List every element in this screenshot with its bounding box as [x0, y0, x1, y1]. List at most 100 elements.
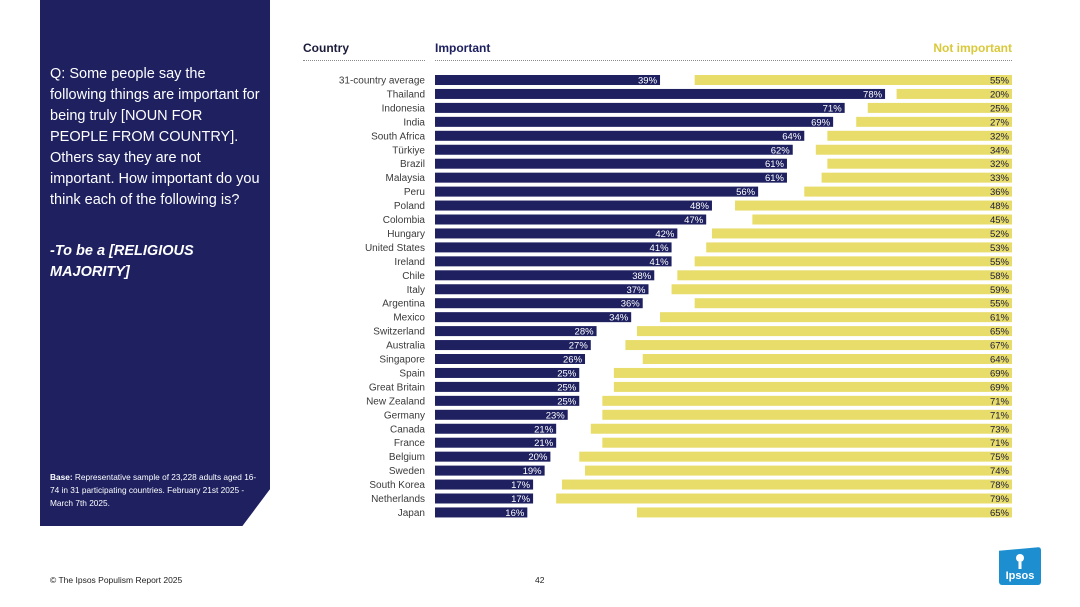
value-label-important: 61% [765, 173, 785, 184]
bar-not-important [613, 381, 1012, 392]
question-text: Q: Some people say the following things … [50, 66, 260, 208]
bar-important [435, 130, 805, 141]
value-label-not-important: 59% [990, 285, 1010, 296]
bar-not-important [590, 423, 1012, 434]
country-label: Singapore [379, 355, 425, 366]
country-label: Italy [407, 285, 425, 296]
value-label-not-important: 65% [990, 508, 1010, 519]
value-label-important: 62% [771, 145, 791, 156]
bar-not-important [694, 75, 1012, 85]
country-label: Indonesia [382, 103, 426, 114]
value-label-important: 19% [523, 466, 543, 477]
bar-important [435, 479, 534, 490]
value-label-not-important: 74% [990, 466, 1010, 477]
country-label: Thailand [387, 89, 425, 100]
value-label-not-important: 48% [990, 201, 1010, 212]
country-label: Switzerland [373, 327, 425, 338]
value-label-not-important: 52% [990, 229, 1010, 240]
bar-important [435, 144, 793, 155]
bar-not-important [613, 367, 1012, 378]
value-label-important: 41% [650, 243, 670, 254]
value-label-important: 25% [557, 368, 577, 379]
bar-not-important [815, 144, 1012, 155]
bar-not-important [827, 130, 1012, 141]
bar-not-important [821, 172, 1012, 183]
value-label-not-important: 75% [990, 452, 1010, 463]
value-label-not-important: 65% [990, 327, 1010, 338]
bar-not-important [561, 479, 1012, 490]
logo-text: Ipsos [1005, 570, 1035, 582]
bar-important [435, 367, 580, 378]
question-panel [40, 0, 270, 526]
bar-important [435, 200, 712, 211]
bar-not-important [671, 284, 1012, 295]
logo-mark-icon [1016, 554, 1024, 569]
bar-not-important [625, 340, 1012, 351]
country-label: Mexico [393, 313, 425, 324]
value-label-important: 48% [690, 201, 710, 212]
value-label-not-important: 20% [990, 89, 1010, 100]
value-label-important: 47% [684, 215, 704, 226]
bar-important [435, 312, 632, 323]
value-label-not-important: 71% [990, 396, 1010, 407]
footer-source: © The Ipsos Populism Report 2025 [50, 575, 183, 585]
header-important: Important [435, 41, 491, 55]
bar-important [435, 158, 787, 169]
value-label-important: 26% [563, 355, 583, 366]
value-label-not-important: 69% [990, 382, 1010, 393]
country-label: Great Britain [369, 382, 425, 393]
value-label-not-important: 64% [990, 355, 1010, 366]
value-label-important: 20% [528, 452, 548, 463]
bar-important [435, 465, 545, 476]
country-label: South Korea [369, 480, 425, 491]
base-note-label: Base: [50, 472, 73, 482]
country-label: Australia [386, 341, 425, 352]
bar-not-important [602, 409, 1012, 420]
value-label-not-important: 55% [990, 76, 1010, 87]
bar-important [435, 102, 845, 113]
bar-not-important [827, 158, 1012, 169]
country-label: Argentina [382, 299, 425, 310]
bar-not-important [585, 465, 1012, 476]
bar-not-important [804, 186, 1012, 197]
bar-important [435, 242, 672, 253]
country-label: Peru [404, 187, 425, 198]
bar-important [435, 284, 649, 295]
value-label-not-important: 67% [990, 341, 1010, 352]
value-label-important: 37% [626, 285, 646, 296]
value-label-important: 23% [546, 410, 566, 421]
country-label: Spain [399, 368, 425, 379]
value-label-not-important: 71% [990, 410, 1010, 421]
bar-important [435, 75, 661, 85]
value-label-important: 21% [534, 424, 554, 435]
bar-important [435, 228, 678, 239]
header-not-important: Not important [933, 41, 1012, 55]
bar-important [435, 214, 707, 225]
country-label: Chile [402, 271, 425, 282]
value-label-not-important: 71% [990, 438, 1010, 449]
bar-important [435, 340, 591, 351]
bar-important [435, 451, 551, 462]
bar-important [435, 326, 597, 337]
value-label-not-important: 27% [990, 117, 1010, 128]
value-label-not-important: 45% [990, 215, 1010, 226]
bar-important [435, 493, 534, 504]
value-label-not-important: 25% [990, 103, 1010, 114]
bar-important [435, 507, 528, 518]
value-label-important: 39% [638, 76, 658, 87]
value-label-important: 41% [650, 257, 670, 268]
country-label: Ireland [394, 257, 425, 268]
value-label-not-important: 32% [990, 159, 1010, 170]
bar-not-important [896, 88, 1012, 99]
bar-not-important [636, 507, 1012, 518]
country-label: India [403, 117, 425, 128]
value-label-not-important: 55% [990, 299, 1010, 310]
bar-not-important [579, 451, 1012, 462]
bar-important [435, 423, 557, 434]
base-note: Base: Representative sample of 23,228 ad… [50, 471, 260, 510]
value-label-not-important: 79% [990, 494, 1010, 505]
bar-not-important [642, 354, 1012, 364]
value-label-important: 69% [811, 117, 831, 128]
value-label-important: 17% [511, 494, 531, 505]
